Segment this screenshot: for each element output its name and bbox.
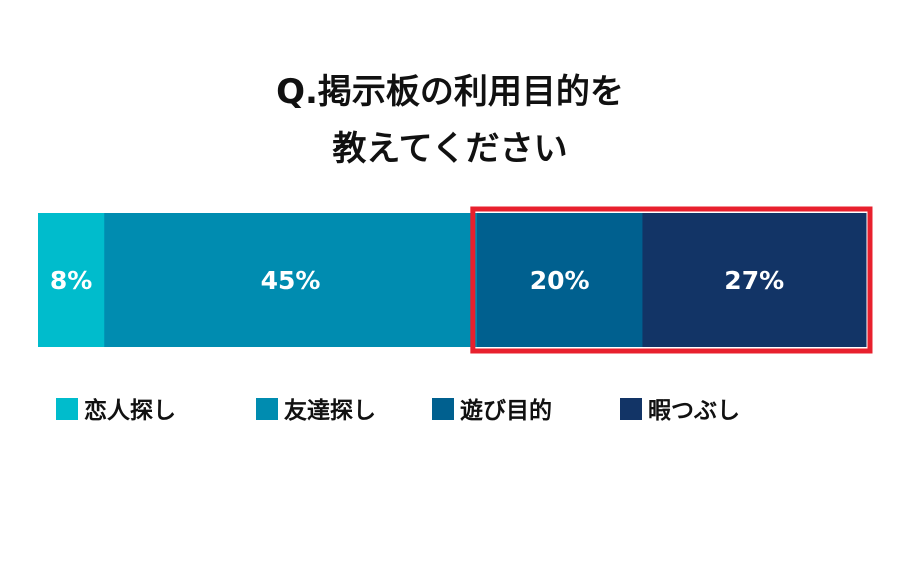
legend-swatch-4 — [620, 398, 642, 420]
legend: 恋人探し 友達探し 遊び目的 暇つぶし — [56, 397, 740, 424]
bar-label-1: 8% — [50, 266, 92, 295]
chart-subtitle: 教えてください — [332, 129, 567, 169]
bar-segment-3 — [476, 213, 643, 347]
bar-group: 8% 45% 20% 27% — [38, 206, 873, 354]
legend-label-1: 恋人探し — [84, 397, 176, 424]
legend-label-3: 遊び目的 — [460, 397, 552, 424]
legend-label-2: 友達探し — [284, 397, 376, 424]
bar-label-2: 45% — [261, 266, 321, 295]
legend-swatch-3 — [432, 398, 454, 420]
chart-title: Q.掲示板の利用目的を — [276, 72, 624, 112]
bar-segment-4 — [642, 213, 867, 347]
bar-label-4: 27% — [724, 266, 784, 295]
legend-swatch-2 — [256, 398, 278, 420]
bar-segment-1 — [38, 213, 105, 347]
legend-label-4: 暇つぶし — [648, 398, 740, 424]
bar-label-3: 20% — [530, 266, 590, 295]
legend-swatch-1 — [56, 398, 78, 420]
bar-segment-2 — [104, 213, 478, 347]
highlight-box — [470, 206, 873, 354]
